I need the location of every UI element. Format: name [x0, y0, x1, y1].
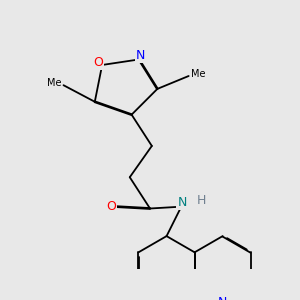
Text: O: O	[106, 200, 116, 213]
Text: N: N	[177, 196, 187, 209]
Text: H: H	[197, 194, 206, 206]
Text: O: O	[94, 56, 103, 68]
Text: Me: Me	[47, 78, 62, 88]
Text: N: N	[218, 296, 227, 300]
Text: N: N	[136, 49, 146, 62]
Text: Me: Me	[190, 69, 205, 79]
